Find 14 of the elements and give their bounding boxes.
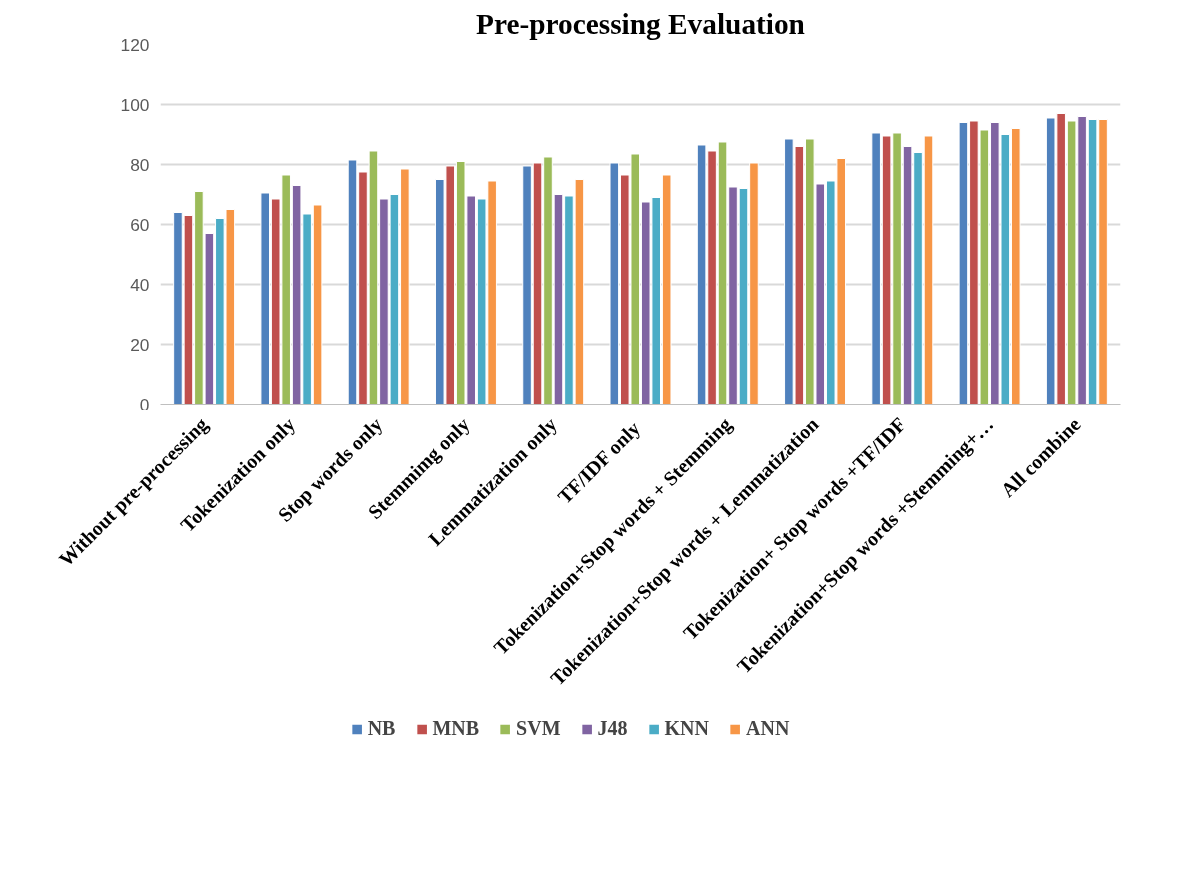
legend-label: J48	[597, 717, 628, 740]
y-tick-label: 120	[120, 34, 150, 55]
legend-label: NB	[367, 717, 396, 740]
y-tick-label: 100	[120, 94, 150, 115]
y-tick-label: 60	[130, 214, 150, 235]
y-tick-label: 80	[130, 154, 150, 175]
y-tick-label: 0	[139, 394, 150, 415]
legend-label: ANN	[746, 717, 790, 740]
legend-label: SVM	[516, 717, 561, 740]
y-tick-label: 40	[130, 274, 150, 295]
chart-title: Pre-processing Evaluation	[476, 7, 805, 40]
legend-label: KNN	[664, 717, 710, 740]
y-tick-label: 20	[130, 334, 150, 355]
legend-label: MNB	[432, 717, 480, 740]
